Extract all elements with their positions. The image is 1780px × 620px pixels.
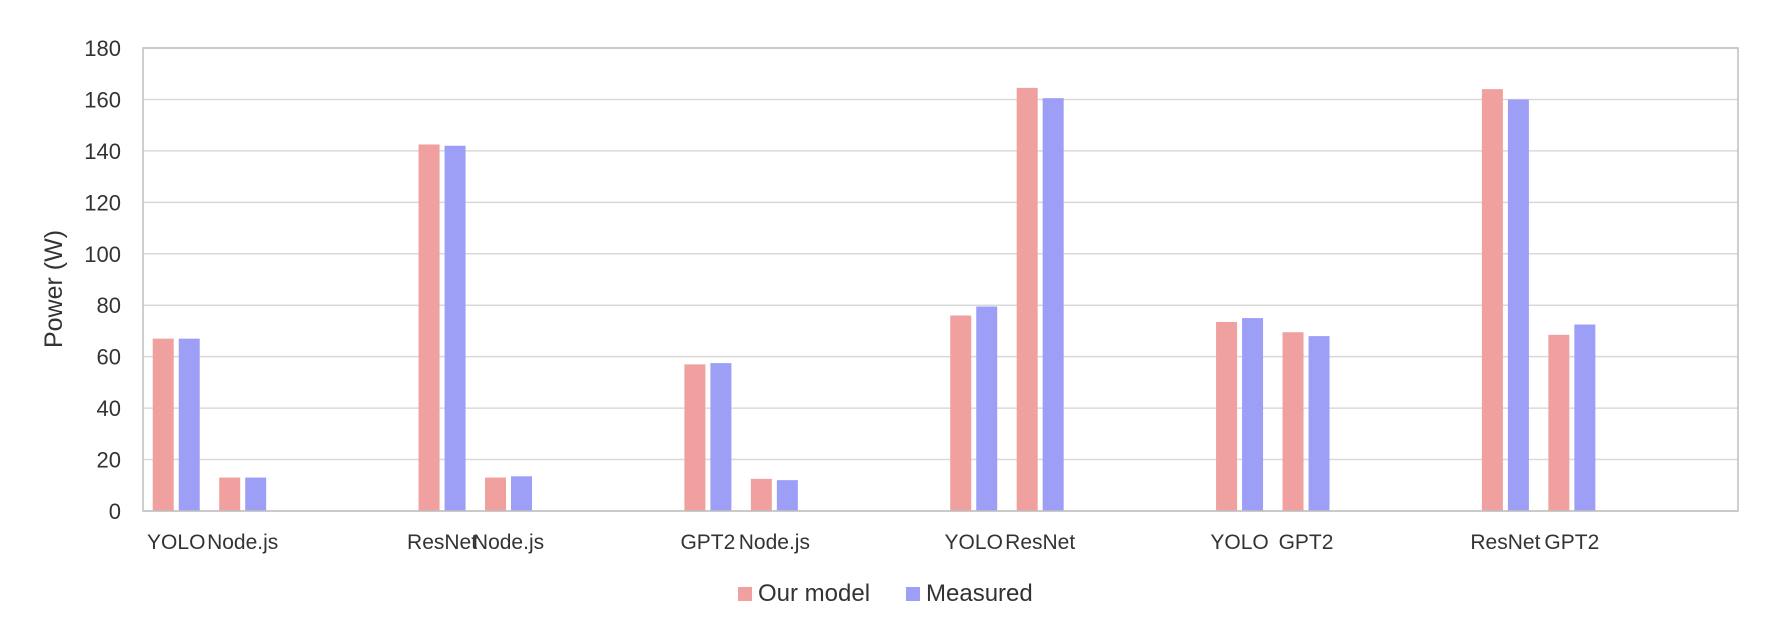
bar-measured	[1242, 318, 1264, 511]
x-category-label: Node.js	[473, 531, 544, 554]
legend-label-our-model: Our model	[758, 580, 870, 607]
bar-measured	[710, 363, 732, 511]
bar-our-model	[1481, 89, 1503, 512]
x-category-label: Node.js	[207, 531, 278, 554]
y-tick-label: 20	[97, 448, 121, 473]
y-tick-label: 140	[84, 139, 121, 164]
y-axis-title: Power (W)	[40, 230, 68, 348]
y-tick-label: 180	[84, 36, 121, 61]
x-category-label: GPT2	[1544, 531, 1599, 554]
x-category-label: ResNet	[1470, 531, 1540, 554]
bar-our-model	[750, 478, 772, 511]
x-category-label: YOLO	[945, 531, 1003, 554]
bar-measured	[245, 477, 267, 511]
bar-our-model	[152, 338, 174, 511]
x-category-label: ResNet	[1005, 531, 1075, 554]
x-category-label: GPT2	[1279, 531, 1334, 554]
bar-our-model	[1016, 87, 1038, 511]
legend-label-measured: Measured	[926, 580, 1033, 607]
x-category-label: GPT2	[680, 531, 735, 554]
legend-swatch-measured	[906, 587, 920, 601]
legend: Our model Measured	[738, 580, 1033, 607]
x-category-label: YOLO	[1210, 531, 1268, 554]
bar-measured	[1507, 99, 1529, 511]
bar-measured	[1042, 98, 1064, 512]
bar-measured	[976, 306, 998, 511]
x-category-label: YOLO	[147, 531, 205, 554]
bar-measured	[178, 338, 200, 511]
legend-swatch-our-model	[738, 587, 752, 601]
bar-measured	[1574, 324, 1596, 511]
y-tick-label: 100	[84, 242, 121, 267]
y-tick-label: 40	[97, 396, 121, 421]
plot-frame	[142, 47, 1739, 512]
bar-measured	[444, 145, 466, 511]
bar-measured	[1308, 336, 1330, 511]
bar-our-model	[1282, 332, 1304, 511]
bar-our-model	[684, 364, 706, 511]
bars	[152, 87, 1596, 512]
y-axis-ticks: 0 20 40 60 80 100 120 140 160 180	[84, 36, 121, 524]
bar-our-model	[1548, 334, 1570, 511]
bar-our-model	[485, 477, 507, 511]
bar-our-model	[950, 315, 972, 511]
y-tick-label: 80	[97, 293, 121, 318]
bar-measured	[511, 476, 533, 511]
x-category-label: Node.js	[739, 531, 810, 554]
bar-our-model	[219, 477, 241, 511]
y-tick-label: 160	[84, 87, 121, 112]
bar-our-model	[418, 144, 440, 512]
bar-measured	[776, 480, 798, 511]
y-tick-label: 60	[97, 345, 121, 370]
y-tick-label: 120	[84, 190, 121, 215]
bar-our-model	[1216, 321, 1238, 511]
y-tick-label: 0	[109, 499, 121, 524]
x-category-label: ResNet	[407, 531, 477, 554]
